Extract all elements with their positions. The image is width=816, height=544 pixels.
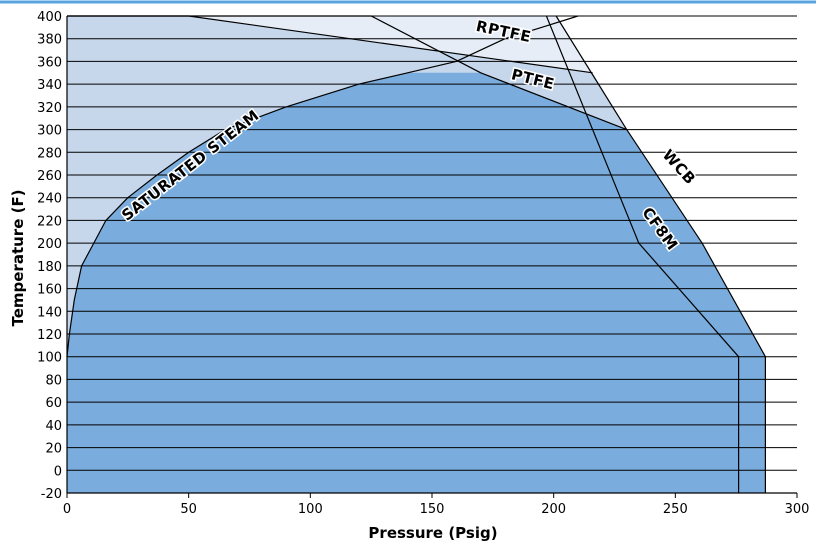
y-tick-label-15: 280 <box>37 146 62 161</box>
x-tick-label-3: 150 <box>420 502 445 517</box>
series-lines <box>66 15 766 493</box>
valve-rating-region-fill <box>67 72 766 494</box>
series-line-cf8m <box>545 15 740 493</box>
y-tick-label-7: 120 <box>37 328 62 343</box>
y-tick-label-18: 340 <box>37 78 62 93</box>
series-line-rptfe <box>67 15 593 74</box>
y-tick-label-19: 360 <box>37 55 62 70</box>
axes <box>0 0 816 498</box>
y-tick-label-21: 400 <box>37 10 62 25</box>
y-tick-label-0: -20 <box>41 487 62 502</box>
series-line-wcb <box>555 15 766 493</box>
x-tick-label-4: 200 <box>541 502 566 517</box>
y-tick-label-13: 240 <box>37 192 62 207</box>
region-fills <box>67 16 766 494</box>
series-line-ptfe <box>67 15 627 131</box>
y-tick-label-14: 260 <box>37 169 62 184</box>
series-line-saturated-steam <box>66 15 579 357</box>
y-tick-label-16: 300 <box>37 124 62 139</box>
y-tick-label-17: 320 <box>37 101 62 116</box>
y-tick-label-8: 140 <box>37 305 62 320</box>
y-tick-label-11: 200 <box>37 237 62 252</box>
x-tick-label-5: 250 <box>663 502 688 517</box>
x-tick-label-1: 50 <box>180 502 197 517</box>
y-tick-label-9: 160 <box>37 283 62 298</box>
tick-labels: -200204060801001201401601802002202402602… <box>37 10 809 517</box>
x-tick-label-6: 300 <box>785 502 810 517</box>
y-tick-label-5: 80 <box>45 373 62 388</box>
y-tick-label-10: 180 <box>37 260 62 275</box>
x-tick-label-2: 100 <box>298 502 323 517</box>
y-tick-label-20: 380 <box>37 33 62 48</box>
y-tick-label-4: 60 <box>45 396 62 411</box>
y-tick-label-2: 20 <box>45 442 62 457</box>
y-tick-label-6: 100 <box>37 351 62 366</box>
y-axis-title: Temperature (F) <box>9 189 27 326</box>
gridlines <box>67 15 797 494</box>
x-tick-label-0: 0 <box>63 502 71 517</box>
x-axis-title: Pressure (Psig) <box>368 524 497 542</box>
y-tick-label-3: 40 <box>45 419 62 434</box>
y-tick-label-1: 0 <box>54 464 62 479</box>
y-tick-label-12: 220 <box>37 214 62 229</box>
